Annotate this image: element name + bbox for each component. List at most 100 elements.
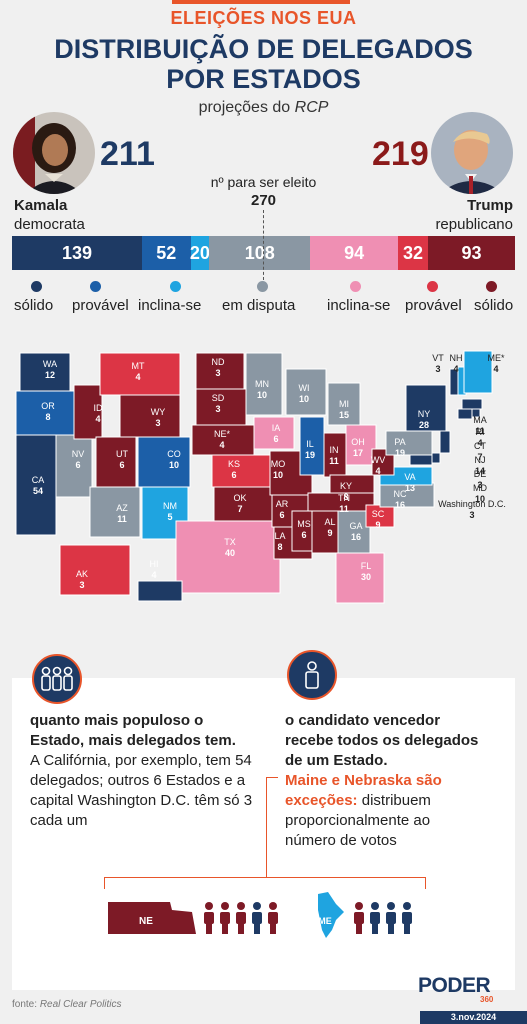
dem-total: 211 — [100, 135, 155, 173]
subtitle-source: RCP — [294, 99, 329, 116]
state-ma — [461, 398, 483, 410]
state-label-3: NV — [72, 449, 85, 459]
ne-person-icon-0 — [204, 902, 214, 934]
me-shape-label: ME — [318, 916, 332, 926]
state-label-41: ME* — [487, 353, 505, 363]
state-nj — [439, 430, 451, 454]
header-accent-bar — [172, 0, 350, 4]
state-label-1: OR — [41, 401, 55, 411]
state-votes-11: 3 — [215, 368, 220, 378]
state-label-4: ID — [94, 403, 104, 413]
rep-party: republicano — [435, 216, 513, 233]
state-label-17: MN — [255, 379, 269, 389]
info-left-bold: quanto mais populoso o Estado, mais dele… — [30, 712, 236, 749]
state-votes-23: 19 — [305, 450, 315, 460]
state-label-40: NH — [450, 353, 463, 363]
state-votes-31: 16 — [351, 532, 361, 542]
state-votes-32: 30 — [361, 572, 371, 582]
state-votes-35: 13 — [405, 483, 415, 493]
legend-dot-2 — [170, 281, 181, 292]
state-label-20: AR — [276, 499, 289, 509]
state-ks — [211, 454, 277, 488]
state-votes-28: 11 — [339, 504, 349, 514]
legend-dot-6 — [486, 281, 497, 292]
publish-date: 3.nov.2024 — [420, 1011, 527, 1024]
legend-label-1: provável — [72, 297, 129, 314]
state-label-8: AZ — [116, 503, 128, 513]
ne-person-icon-2 — [236, 902, 246, 934]
state-ct — [457, 408, 473, 420]
state-votes-7: 6 — [119, 460, 124, 470]
title-line-2: POR ESTADOS — [166, 64, 361, 94]
state-votes-10: 5 — [167, 512, 172, 522]
state-votes-13: 4 — [219, 440, 224, 450]
state-ne — [191, 424, 255, 456]
legend-label-6: sólido — [474, 297, 514, 314]
state-label-46: DE — [474, 469, 487, 479]
state-hi — [137, 580, 183, 602]
me-person-icon-3 — [402, 902, 412, 934]
state-votes-9: 10 — [169, 460, 179, 470]
state-votes-33: 9 — [375, 520, 380, 530]
state-votes-46: 3 — [477, 480, 482, 490]
info-right-text: distribuem proporcionalmente ao número d… — [285, 792, 431, 849]
bar-segment-dem-2: 20 — [190, 236, 210, 270]
state-votes-25: 11 — [329, 456, 339, 466]
state-votes-20: 6 — [279, 510, 284, 520]
info-left-text: A Califórnia, por exemplo, tem 54 delega… — [30, 752, 253, 829]
legend-label-2: inclina-se — [138, 297, 202, 314]
state-votes-24: 15 — [339, 410, 349, 420]
info-left: quanto mais populoso o Estado, mais dele… — [30, 711, 255, 831]
subtitle-prefix: projeções do — [198, 99, 295, 116]
state-label-47: MD — [473, 483, 487, 493]
state-votes-0: 12 — [45, 370, 55, 380]
state-votes-34: 16 — [395, 500, 405, 510]
state-label-11: ND — [212, 357, 225, 367]
bar-segment-rep-5: 32 — [398, 236, 428, 270]
state-wy — [119, 394, 181, 438]
info-right: o candidato vencedor recebe todos os del… — [285, 711, 485, 851]
dem-name: Kamala — [14, 197, 68, 214]
state-label-48: Washington D.C. — [438, 499, 506, 509]
state-votes-47: 10 — [475, 494, 485, 504]
state-ak — [59, 544, 131, 596]
state-votes-50: 4 — [151, 570, 156, 580]
state-votes-45: 14 — [475, 466, 485, 476]
bar-segment-rep-4: 94 — [310, 236, 399, 270]
state-label-23: IL — [306, 439, 314, 449]
state-votes-18: 6 — [273, 434, 278, 444]
state-votes-12: 3 — [215, 404, 220, 414]
info-right-orange: Maine e Nebraska são exceções: — [285, 772, 442, 809]
legend-dot-3 — [257, 281, 268, 292]
state-votes-14: 6 — [231, 470, 236, 480]
state-wa — [19, 352, 71, 392]
state-nd — [195, 352, 245, 390]
me-person-icon-2 — [386, 902, 396, 934]
state-label-0: WA — [43, 359, 57, 369]
bar-segment-rep-6: 93 — [428, 236, 515, 270]
legend-label-4: inclina-se — [327, 297, 391, 314]
legend-dot-1 — [90, 281, 101, 292]
state-ca — [15, 434, 57, 536]
state-or — [15, 390, 75, 436]
state-label-44: CT — [474, 441, 486, 451]
state-votes-26: 17 — [353, 448, 363, 458]
state-votes-44: 7 — [477, 452, 482, 462]
legend-label-5: provável — [405, 297, 462, 314]
rep-name: Trump — [467, 197, 513, 214]
ne-person-icon-1 — [220, 902, 230, 934]
bracket-stem — [266, 777, 267, 877]
state-label-7: UT — [116, 449, 128, 459]
legend-label-3: em disputa — [222, 297, 296, 314]
state-oh — [345, 424, 377, 466]
state-md — [409, 454, 433, 466]
state-mn — [245, 352, 283, 416]
state-co — [137, 436, 191, 488]
delegate-bar: 139 52 20 108 94 32 93 — [12, 236, 515, 270]
state-votes-4: 4 — [95, 414, 100, 424]
state-votes-15: 7 — [237, 504, 242, 514]
ne-person-icon-3 — [252, 902, 262, 934]
state-label-6: WY — [151, 407, 166, 417]
state-votes-38: 28 — [419, 420, 429, 430]
state-label-35: VA — [404, 472, 415, 482]
